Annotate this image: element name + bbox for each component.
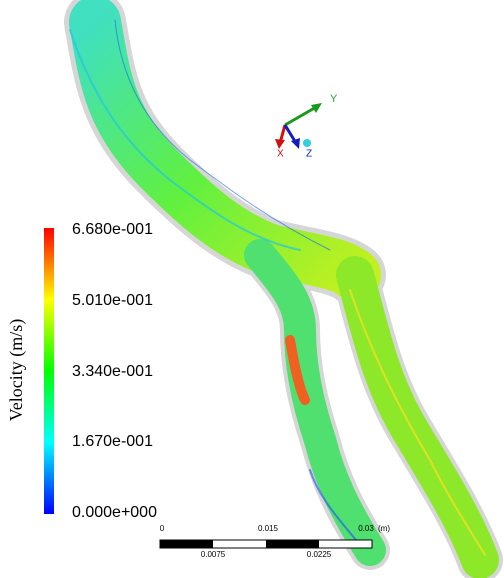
triad-label: Y	[330, 93, 338, 105]
legend-tick: 5.010e-001	[72, 292, 153, 309]
legend-tick: 3.340e-001	[72, 363, 153, 380]
triad-label: X	[277, 149, 284, 160]
page: {"legend": {"title": "Velocity (m/s)", "…	[0, 0, 504, 578]
legend-tick: 0.000e+000	[72, 504, 157, 521]
vessel	[70, 20, 485, 560]
scale-label: 0.03	[358, 524, 374, 533]
legend-title: Velocity (m/s)	[6, 319, 27, 421]
scale-label: 0.0075	[201, 550, 226, 559]
axis-triad: Y X Z	[275, 93, 338, 160]
scale-label: 0.0225	[307, 550, 332, 559]
scale-label: 0.015	[258, 524, 279, 533]
color-legend: 6.680e-001 5.010e-001 3.340e-001 1.670e-…	[6, 221, 157, 521]
scale-label: 0	[160, 524, 165, 533]
color-bar	[44, 228, 54, 514]
triad-label: Z	[306, 149, 312, 160]
legend-tick: 6.680e-001	[72, 221, 153, 238]
legend-tick: 1.670e-001	[72, 433, 153, 450]
viewport: Y X Z 6.680e-001 5.010e-001 3.340e-001 1…	[0, 0, 504, 578]
scale-unit: (m)	[378, 524, 390, 533]
